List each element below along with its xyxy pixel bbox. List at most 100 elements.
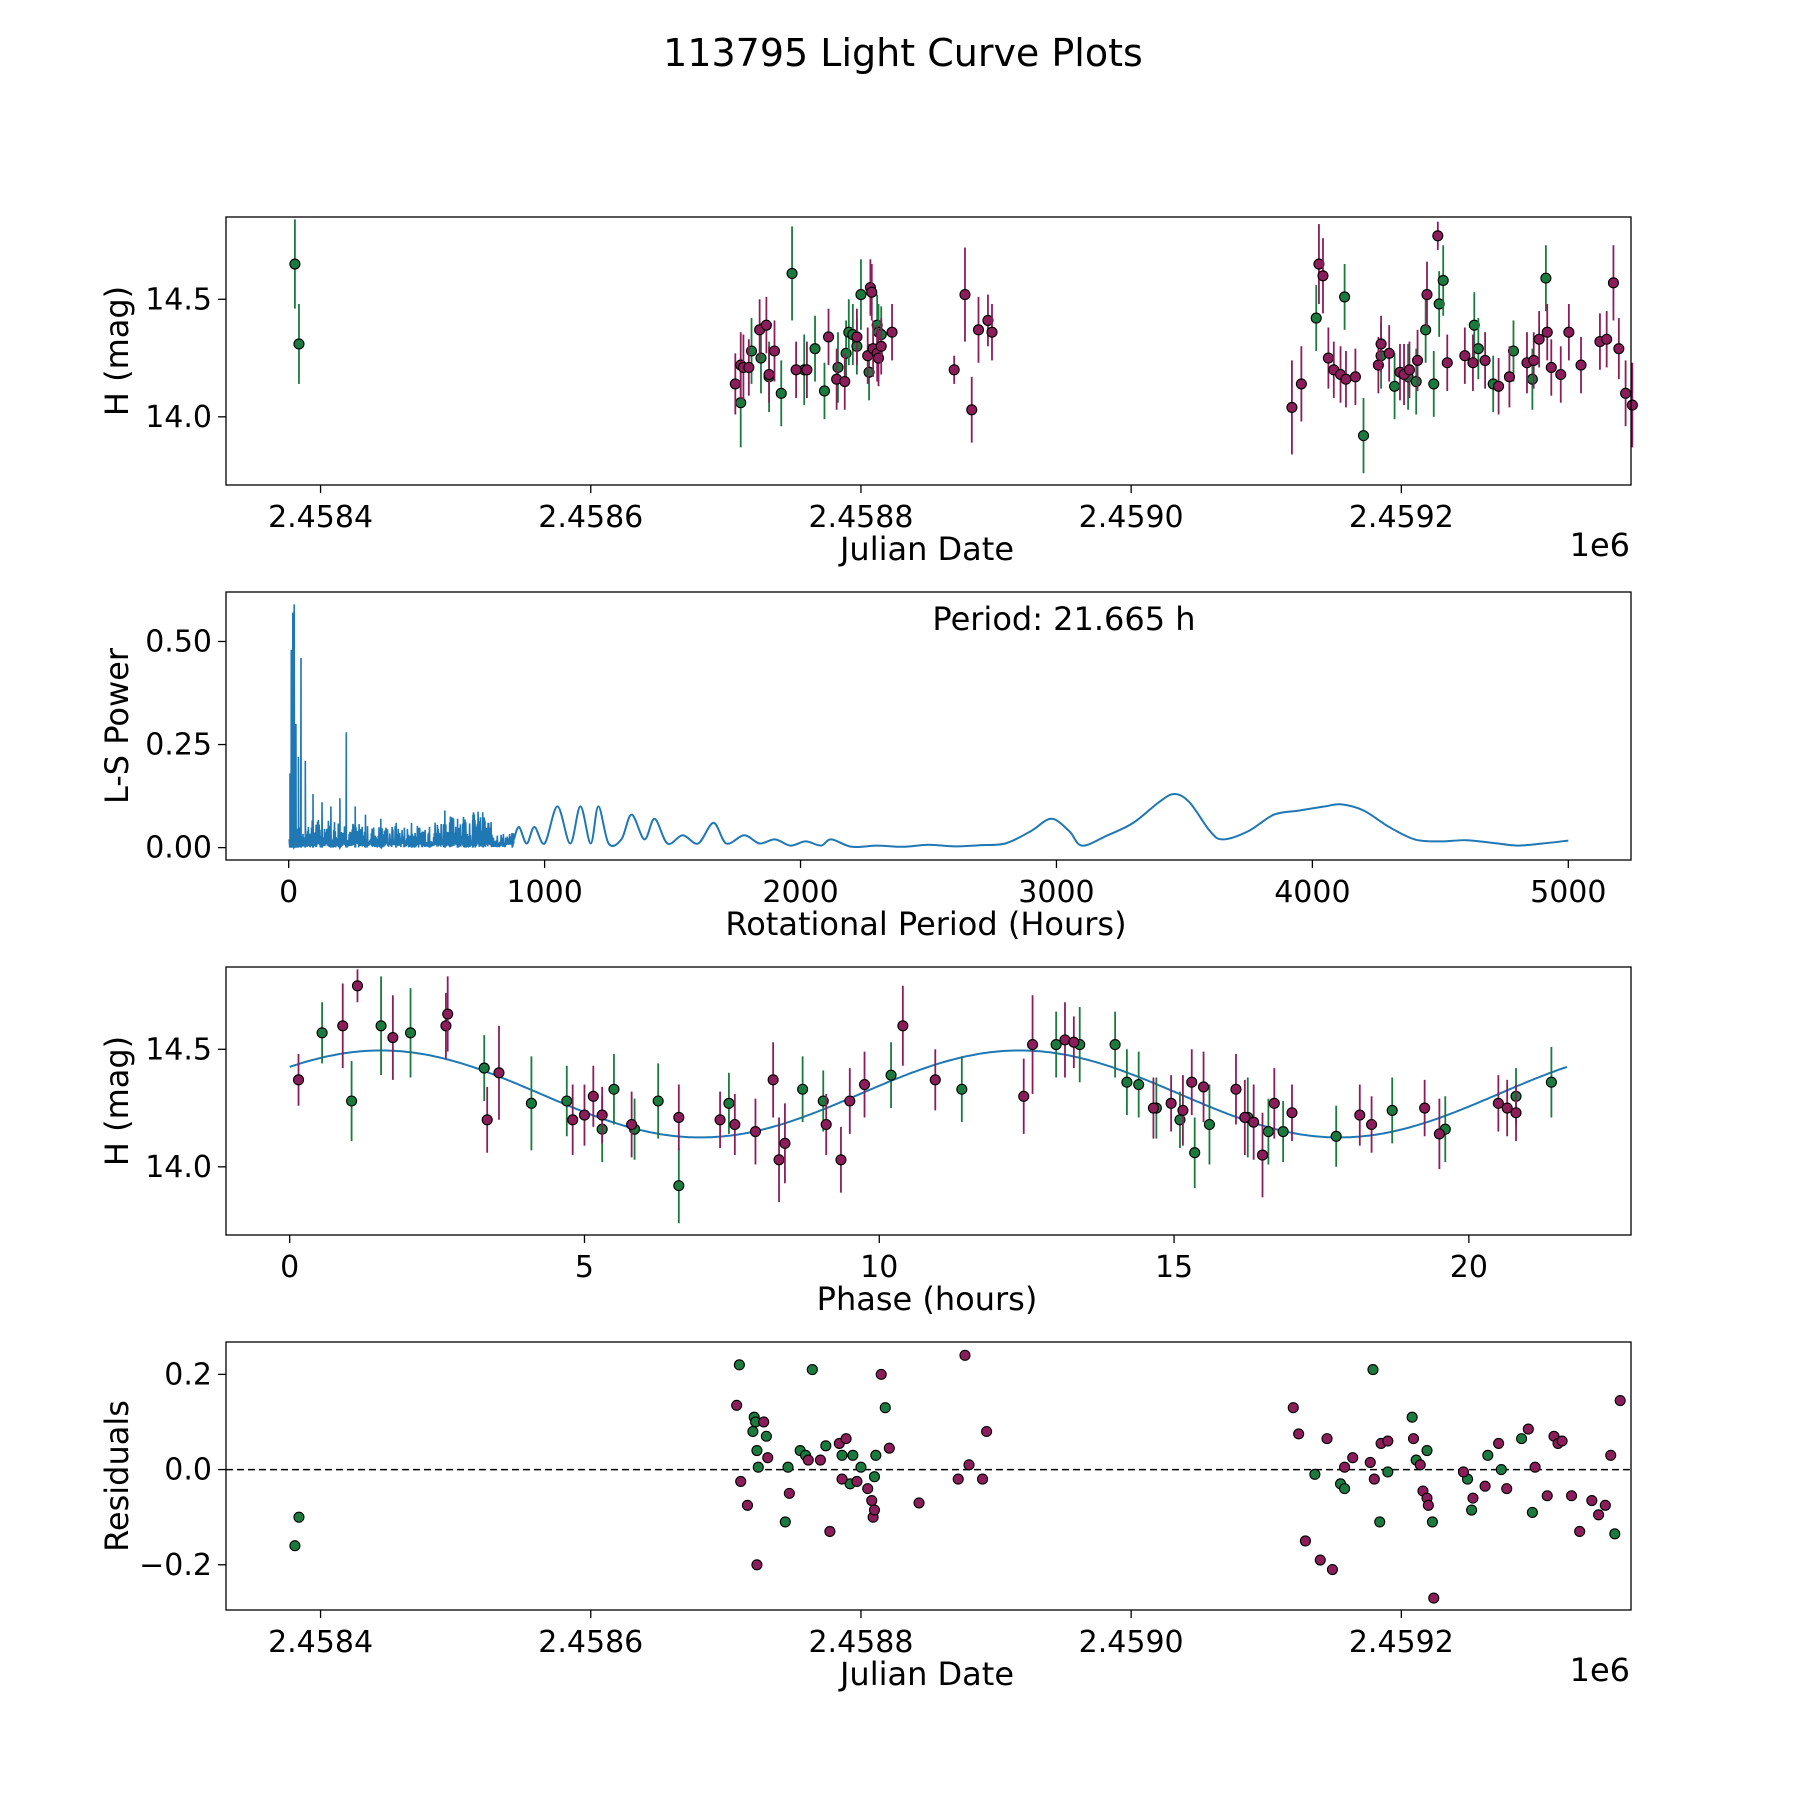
data-point (824, 1525, 836, 1538)
data-point (1286, 1107, 1298, 1119)
data-point (866, 1494, 878, 1507)
data-point (976, 1473, 989, 1485)
x-tick-label: 2.4590 (1079, 500, 1184, 535)
data-point (883, 1442, 895, 1454)
data-point (820, 1440, 832, 1452)
data-point (959, 1349, 971, 1361)
data-point (578, 1109, 591, 1121)
data-point (293, 338, 305, 350)
data-point (1410, 376, 1422, 388)
data-point (1203, 1118, 1215, 1131)
y-tick-label: 0.00 (145, 831, 212, 866)
data-point (844, 1095, 856, 1107)
data-point (1528, 354, 1540, 366)
data-point (1165, 1097, 1177, 1109)
data-point (1472, 343, 1484, 355)
data-point (561, 1095, 573, 1107)
periodogram-frame (225, 591, 1632, 861)
data-point (1375, 338, 1387, 350)
periodogram-marks (288, 604, 1569, 851)
data-point (673, 1180, 685, 1192)
data-point (1421, 1444, 1433, 1457)
data-point (1109, 1039, 1121, 1051)
data-point (292, 1074, 305, 1086)
data-point (1510, 1107, 1522, 1119)
data-point (1268, 1097, 1280, 1109)
data-point (1330, 1130, 1342, 1142)
data-point (1428, 1592, 1440, 1604)
data-point (749, 1126, 762, 1138)
data-point (1421, 289, 1433, 301)
x-tick-label: 10 (860, 1250, 898, 1285)
data-point (790, 364, 802, 376)
data-point (858, 1078, 871, 1091)
data-point (875, 1368, 887, 1380)
data-point (1482, 1449, 1494, 1461)
data-point (1541, 1490, 1553, 1502)
data-point (731, 1399, 743, 1411)
data-point (751, 1444, 763, 1457)
data-point (956, 1083, 968, 1095)
data-point (885, 1069, 897, 1081)
data-point (1321, 1433, 1333, 1445)
data-point (1256, 1149, 1269, 1161)
lightcurve-ticks: 2.4584 2.4586 2.4588 2.4590 2.4592 14.0 14.5 (145, 282, 1454, 535)
data-point (963, 1459, 975, 1471)
data-point (1457, 1466, 1470, 1478)
data-point (1526, 1506, 1538, 1518)
data-point (1309, 1468, 1321, 1480)
data-point (1050, 1039, 1062, 1051)
phased-ylabel: H (mag) (98, 1036, 136, 1166)
x-tick-label: 1000 (506, 875, 582, 910)
x-tick-label: 2.4592 (1349, 1625, 1454, 1660)
data-point (652, 1095, 664, 1107)
data-point (1382, 1435, 1394, 1447)
data-point (1620, 387, 1632, 399)
data-point (836, 1449, 848, 1461)
data-point (1230, 1083, 1242, 1095)
data-point (855, 1461, 867, 1473)
data-point (847, 1449, 859, 1461)
data-point (1287, 1402, 1299, 1414)
data-point (337, 1020, 349, 1032)
data-point (866, 286, 878, 298)
x-tick-label: 5000 (1530, 875, 1606, 910)
data-point (820, 1118, 832, 1131)
data-point (1545, 1076, 1557, 1088)
data-point (868, 1471, 881, 1483)
data-point (1479, 354, 1491, 366)
data-point (1262, 1126, 1274, 1138)
data-point (1492, 1097, 1504, 1109)
data-point (1563, 326, 1575, 338)
residuals-xlabel: Julian Date (838, 1655, 1014, 1693)
data-point (1541, 326, 1553, 338)
data-point (1507, 345, 1520, 357)
data-point (982, 314, 994, 326)
data-point (835, 1154, 847, 1166)
data-point (1501, 1483, 1513, 1495)
x-tick-label: 2.4584 (268, 1625, 373, 1660)
data-point (1459, 350, 1471, 362)
data-point (1339, 1483, 1351, 1495)
data-point (1339, 1461, 1351, 1473)
data-point (1468, 319, 1480, 331)
data-point (747, 1425, 759, 1438)
figure-title: 113795 Light Curve Plots (663, 31, 1143, 75)
data-point (1529, 1461, 1541, 1473)
data-point (733, 1359, 745, 1371)
periodogram-ylabel: L-S Power (98, 647, 136, 804)
data-point (1239, 1111, 1251, 1124)
data-point (1556, 1435, 1568, 1447)
lightcurve-marks (289, 219, 1638, 474)
x-tick-label: 15 (1155, 1250, 1193, 1285)
data-point (1326, 1563, 1338, 1576)
data-point (948, 364, 960, 376)
data-point (316, 1027, 328, 1039)
data-point (782, 1461, 794, 1473)
x-tick-label: 2.4590 (1079, 1625, 1184, 1660)
periodogram-xlabel: Rotational Period (Hours) (725, 905, 1126, 943)
data-point (779, 1137, 791, 1149)
data-point (1189, 1147, 1201, 1159)
model-curve (289, 1049, 1568, 1139)
